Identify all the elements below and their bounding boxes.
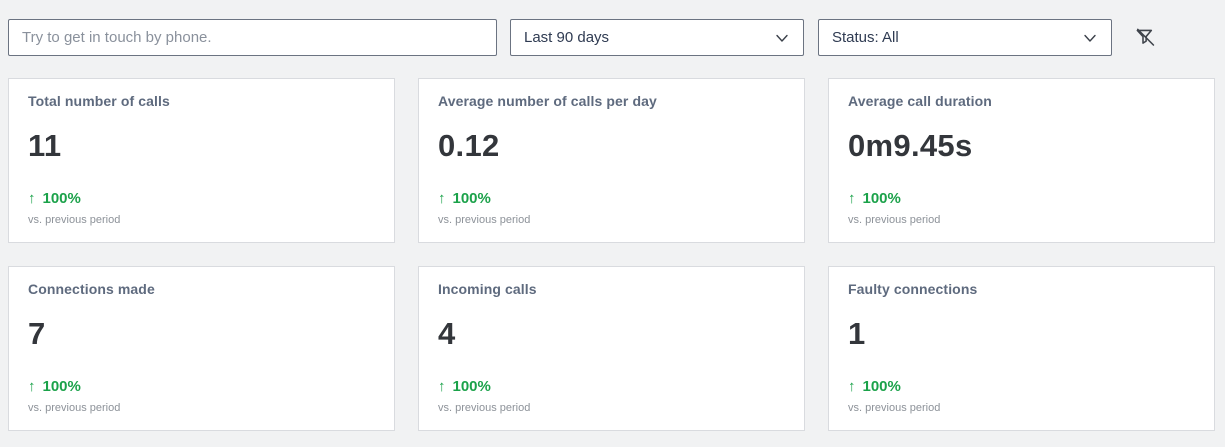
card-delta: ↑ 100% <box>848 379 1195 395</box>
status-value: Status: All <box>832 29 899 46</box>
up-arrow-icon: ↑ <box>848 378 856 395</box>
status-select[interactable]: Status: All <box>818 19 1112 56</box>
date-range-value: Last 90 days <box>524 29 610 46</box>
compare-label: vs. previous period <box>438 214 531 226</box>
stats-grid: Total number of calls 11 ↑ 100% vs. prev… <box>8 78 1215 431</box>
filter-toolbar: Last 90 days Status: All <box>8 19 1160 56</box>
card-delta: ↑ 100% <box>28 379 375 395</box>
delta-percent: 100% <box>42 378 81 395</box>
stat-card-incoming-calls: Incoming calls 4 ↑ 100% vs. previous per… <box>418 266 805 431</box>
compare-label: vs. previous period <box>28 214 121 226</box>
up-arrow-icon: ↑ <box>438 190 446 207</box>
up-arrow-icon: ↑ <box>438 378 446 395</box>
delta-percent: 100% <box>452 378 491 395</box>
delta-percent: 100% <box>42 190 81 207</box>
delta-percent: 100% <box>452 190 491 207</box>
up-arrow-icon: ↑ <box>28 190 36 207</box>
filter-off-icon <box>1136 28 1155 46</box>
card-value: 11 <box>28 128 62 163</box>
chevron-down-icon <box>776 34 788 42</box>
search-input[interactable] <box>8 19 497 56</box>
stat-card-avg-calls-per-day: Average number of calls per day 0.12 ↑ 1… <box>418 78 805 243</box>
card-title: Average call duration <box>848 93 992 109</box>
card-delta: ↑ 100% <box>848 191 1195 207</box>
compare-label: vs. previous period <box>848 214 941 226</box>
compare-label: vs. previous period <box>438 402 531 414</box>
card-title: Total number of calls <box>28 93 170 109</box>
up-arrow-icon: ↑ <box>28 378 36 395</box>
card-title: Connections made <box>28 281 155 297</box>
delta-percent: 100% <box>862 190 901 207</box>
card-title: Faulty connections <box>848 281 978 297</box>
compare-label: vs. previous period <box>28 402 121 414</box>
card-title: Incoming calls <box>438 281 537 297</box>
stat-card-connections-made: Connections made 7 ↑ 100% vs. previous p… <box>8 266 395 431</box>
card-delta: ↑ 100% <box>438 379 785 395</box>
stat-card-faulty-connections: Faulty connections 1 ↑ 100% vs. previous… <box>828 266 1215 431</box>
stat-card-avg-call-duration: Average call duration 0m9.45s ↑ 100% vs.… <box>828 78 1215 243</box>
card-value: 0.12 <box>438 128 500 163</box>
stat-card-total-calls: Total number of calls 11 ↑ 100% vs. prev… <box>8 78 395 243</box>
card-title: Average number of calls per day <box>438 93 657 109</box>
up-arrow-icon: ↑ <box>848 190 856 207</box>
card-value: 1 <box>848 316 866 351</box>
date-range-select[interactable]: Last 90 days <box>510 19 804 56</box>
card-delta: ↑ 100% <box>438 191 785 207</box>
delta-percent: 100% <box>862 378 901 395</box>
card-value: 4 <box>438 316 456 351</box>
card-value: 7 <box>28 316 46 351</box>
clear-filters-button[interactable] <box>1131 23 1160 52</box>
card-delta: ↑ 100% <box>28 191 375 207</box>
compare-label: vs. previous period <box>848 402 941 414</box>
card-value: 0m9.45s <box>848 128 973 163</box>
chevron-down-icon <box>1084 34 1096 42</box>
